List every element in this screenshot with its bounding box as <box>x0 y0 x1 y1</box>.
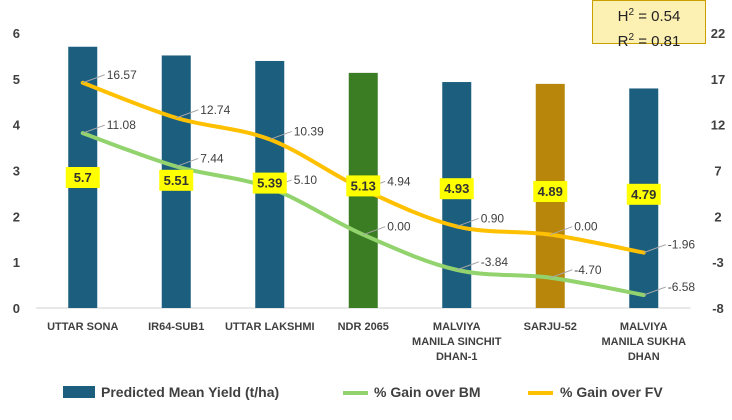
bar-label-box <box>439 178 474 200</box>
leader-line <box>550 226 573 236</box>
leader-line <box>82 124 105 134</box>
bar-value-label: 5.51 <box>164 173 189 188</box>
y-left-tick-label: 2 <box>13 209 20 224</box>
legend-label: % Gain over FV <box>560 384 663 400</box>
data-label: 0.90 <box>481 211 505 225</box>
data-label: -6.58 <box>668 280 696 294</box>
stats-box: H2 = 0.54 R2 = 0.81 <box>592 0 706 50</box>
bar-value-label: 4.79 <box>631 187 656 202</box>
category-label: MALVIYA MANILA SINCHIT DHAN-1 <box>412 321 502 363</box>
leader-line <box>176 109 199 119</box>
legend-label: Predicted Mean Yield (t/ha) <box>101 384 279 400</box>
leader-line <box>456 217 479 227</box>
data-label: 11.08 <box>107 118 136 132</box>
y-left-tick-label: 5 <box>13 72 20 87</box>
bar-label-box <box>65 167 100 188</box>
leader-line <box>82 74 105 84</box>
y-left-tick-label: 3 <box>13 164 20 179</box>
bar-value-label: 5.13 <box>351 178 376 193</box>
y-right-tick-label: -8 <box>712 301 724 316</box>
data-label: 16.57 <box>107 68 137 82</box>
y-right-tick-label: -3 <box>712 255 724 270</box>
category-label: SARJU-52 <box>524 321 577 333</box>
data-label: 7.44 <box>200 151 224 165</box>
bar-value-label: 4.89 <box>538 184 563 199</box>
leader-line <box>643 244 666 254</box>
category-label: IR64-SUB1 <box>148 321 204 333</box>
data-label: -3.84 <box>481 255 509 269</box>
bar-value-label: 5.39 <box>257 176 282 191</box>
category-label: MALVIYA MANILA SUKHA DHAN <box>601 321 686 363</box>
y-right-tick-label: 7 <box>714 164 721 179</box>
y-right-tick-label: 17 <box>711 72 725 87</box>
bar-label-box <box>346 175 381 197</box>
bar-label-box <box>626 183 661 205</box>
data-label: 10.39 <box>294 124 324 138</box>
bar-label-box <box>252 172 287 194</box>
legend-swatch-bar <box>63 386 95 398</box>
leader-line <box>363 226 386 236</box>
category-label: UTTAR LAKSHMI <box>225 321 315 333</box>
bar-label-box <box>533 181 568 202</box>
leader-line <box>456 261 479 271</box>
r2-stat: R2 = 0.81 <box>617 32 681 50</box>
y-left-tick-label: 4 <box>13 118 21 133</box>
leader-line <box>643 286 666 296</box>
bar-value-label: 4.93 <box>444 181 469 196</box>
y-left-tick-label: 1 <box>13 255 20 270</box>
category-label: UTTAR SONA <box>47 321 118 333</box>
data-label: 12.74 <box>200 103 230 117</box>
h2-stat: H2 = 0.54 <box>617 7 681 25</box>
category-label: NDR 2065 <box>338 321 389 333</box>
leader-line <box>176 157 199 167</box>
bar-value-label: 5.7 <box>74 170 92 185</box>
y-right-tick-label: 22 <box>711 26 725 41</box>
data-label: 4.94 <box>387 174 411 188</box>
y-left-tick-label: 6 <box>13 26 20 41</box>
data-label: 5.10 <box>294 173 318 187</box>
y-left-tick-label: 0 <box>13 301 20 316</box>
bar-label-box <box>159 169 194 191</box>
leader-line <box>269 130 292 140</box>
data-label: 0.00 <box>387 220 411 234</box>
y-right-tick-label: 12 <box>711 118 725 133</box>
y-right-tick-label: 2 <box>714 209 721 224</box>
data-label: 0.00 <box>574 220 598 234</box>
data-label: -1.96 <box>668 238 696 252</box>
leader-line <box>550 269 573 279</box>
legend-label: % Gain over BM <box>374 384 481 400</box>
data-label: -4.70 <box>574 263 602 277</box>
